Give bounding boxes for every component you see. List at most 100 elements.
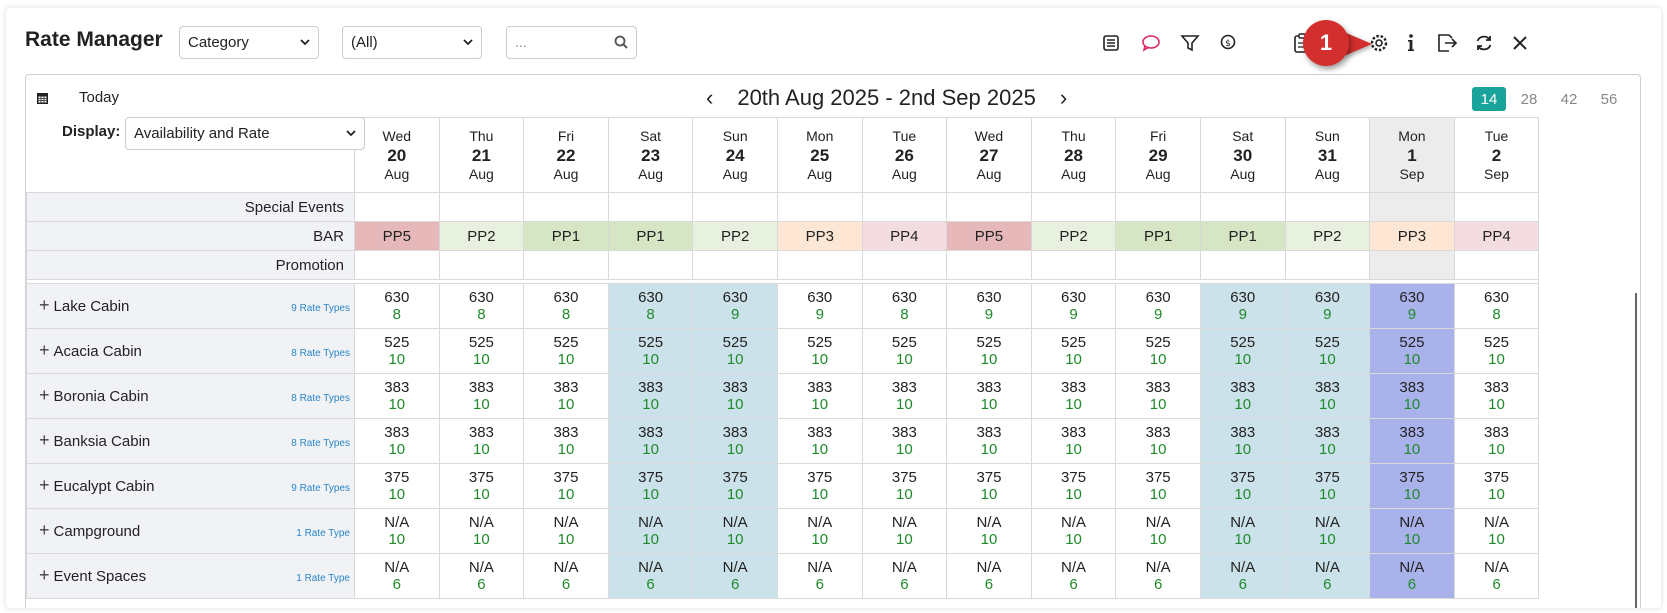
special-events-row-cell[interactable]: [354, 192, 440, 222]
rate-cell[interactable]: 630 9: [776, 283, 863, 329]
rate-cell[interactable]: 383 10: [1030, 418, 1117, 464]
rate-cell[interactable]: 383 10: [692, 418, 778, 464]
rate-cell[interactable]: N/A 6: [1199, 553, 1286, 599]
bar-code-cell[interactable]: PP4: [1453, 221, 1540, 251]
rate-cell[interactable]: 383 10: [438, 373, 525, 419]
promotion-row-cell[interactable]: [1199, 250, 1286, 280]
rate-cell[interactable]: N/A 6: [438, 553, 525, 599]
rate-cell[interactable]: N/A 10: [1030, 508, 1117, 554]
rate-cell[interactable]: 383 10: [1284, 373, 1371, 419]
rate-cell[interactable]: 525 10: [1115, 328, 1201, 374]
rate-cell[interactable]: 383 10: [776, 418, 863, 464]
rate-cell[interactable]: 525 10: [1030, 328, 1117, 374]
promotion-row-cell[interactable]: [354, 250, 440, 280]
date-header[interactable]: Mon 25 Aug: [776, 117, 863, 193]
rate-cell[interactable]: 383 10: [1030, 373, 1117, 419]
rate-cell[interactable]: N/A 10: [776, 508, 863, 554]
rate-cell[interactable]: 630 9: [1199, 283, 1286, 329]
promotion-row-cell[interactable]: [1115, 250, 1201, 280]
date-header[interactable]: Thu 21 Aug: [438, 117, 525, 193]
rate-cell[interactable]: 375 10: [946, 463, 1032, 509]
promotion-row-cell[interactable]: [1453, 250, 1540, 280]
filter-icon[interactable]: [1177, 30, 1203, 56]
promotion-row-cell[interactable]: [607, 250, 694, 280]
rate-cell[interactable]: 630 8: [523, 283, 609, 329]
rate-cell[interactable]: 383 10: [438, 418, 525, 464]
special-events-row-cell[interactable]: [607, 192, 694, 222]
rate-cell[interactable]: N/A 10: [1115, 508, 1201, 554]
rate-cell[interactable]: 375 10: [438, 463, 525, 509]
rate-cell[interactable]: 383 10: [354, 418, 440, 464]
rate-cell[interactable]: 630 8: [861, 283, 948, 329]
bar-code-cell[interactable]: PP4: [861, 221, 948, 251]
bar-code-cell[interactable]: PP2: [1284, 221, 1371, 251]
date-header[interactable]: Wed 27 Aug: [946, 117, 1032, 193]
rate-cell[interactable]: 383 10: [776, 373, 863, 419]
date-header[interactable]: Sun 24 Aug: [692, 117, 778, 193]
rate-cell[interactable]: N/A 6: [692, 553, 778, 599]
rate-cell[interactable]: 383 10: [607, 418, 694, 464]
rate-cell[interactable]: 630 9: [946, 283, 1032, 329]
rate-cell[interactable]: 375 10: [354, 463, 440, 509]
rate-cell[interactable]: 630 8: [1453, 283, 1540, 329]
rate-cell[interactable]: 383 10: [946, 373, 1032, 419]
expand-icon[interactable]: +: [39, 385, 50, 405]
today-button[interactable]: Today: [79, 89, 120, 106]
rate-cell[interactable]: 383 10: [1453, 418, 1540, 464]
rate-cell[interactable]: N/A 6: [607, 553, 694, 599]
gear-icon[interactable]: [1366, 30, 1392, 56]
rate-cell[interactable]: 383 10: [861, 373, 948, 419]
rate-cell[interactable]: 525 10: [1284, 328, 1371, 374]
date-header[interactable]: Thu 28 Aug: [1030, 117, 1117, 193]
rate-cell[interactable]: 383 10: [1453, 373, 1540, 419]
search-icon[interactable]: [614, 35, 628, 49]
rate-cell[interactable]: 375 10: [1369, 463, 1455, 509]
bar-code-cell[interactable]: PP2: [438, 221, 525, 251]
calendar-icon[interactable]: [36, 91, 49, 105]
refresh-icon[interactable]: [1471, 30, 1497, 56]
rate-cell[interactable]: 630 9: [1115, 283, 1201, 329]
rate-cell[interactable]: 383 10: [1199, 373, 1286, 419]
money-icon[interactable]: $: [1216, 30, 1242, 56]
rate-types-link[interactable]: 8 Rate Types: [291, 393, 350, 404]
special-events-row-cell[interactable]: [861, 192, 948, 222]
list-icon[interactable]: [1098, 30, 1124, 56]
rate-cell[interactable]: 375 10: [692, 463, 778, 509]
rate-cell[interactable]: 525 10: [946, 328, 1032, 374]
expand-icon[interactable]: +: [39, 295, 50, 315]
rate-cell[interactable]: N/A 10: [1284, 508, 1371, 554]
rate-cell[interactable]: N/A 6: [946, 553, 1032, 599]
date-header[interactable]: Fri 29 Aug: [1115, 117, 1201, 193]
rate-cell[interactable]: 525 10: [354, 328, 440, 374]
promotion-row-cell[interactable]: [523, 250, 609, 280]
date-header[interactable]: Fri 22 Aug: [523, 117, 609, 193]
rate-types-link[interactable]: 1 Rate Type: [296, 573, 350, 584]
rate-cell[interactable]: N/A 6: [861, 553, 948, 599]
rate-cell[interactable]: 630 9: [692, 283, 778, 329]
rate-cell[interactable]: 375 10: [1284, 463, 1371, 509]
promotion-row-cell[interactable]: [1030, 250, 1117, 280]
bar-code-cell[interactable]: PP1: [1199, 221, 1286, 251]
rate-cell[interactable]: N/A 6: [776, 553, 863, 599]
bar-code-cell[interactable]: PP1: [607, 221, 694, 251]
rate-types-link[interactable]: 9 Rate Types: [291, 483, 350, 494]
rate-cell[interactable]: 383 10: [1284, 418, 1371, 464]
promotion-row-cell[interactable]: [692, 250, 778, 280]
rate-cell[interactable]: 630 9: [1284, 283, 1371, 329]
special-events-row-cell[interactable]: [1284, 192, 1371, 222]
chat-icon[interactable]: [1138, 30, 1164, 56]
date-header[interactable]: Tue 2 Sep: [1453, 117, 1540, 193]
rate-cell[interactable]: 525 10: [692, 328, 778, 374]
special-events-row-cell[interactable]: [1199, 192, 1286, 222]
rate-cell[interactable]: 525 10: [523, 328, 609, 374]
special-events-row-cell[interactable]: [438, 192, 525, 222]
rate-cell[interactable]: 525 10: [1453, 328, 1540, 374]
special-events-row-cell[interactable]: [946, 192, 1032, 222]
date-header[interactable]: Sun 31 Aug: [1284, 117, 1371, 193]
rate-types-link[interactable]: 1 Rate Type: [296, 528, 350, 539]
expand-icon[interactable]: +: [39, 340, 50, 360]
rate-cell[interactable]: 630 9: [1030, 283, 1117, 329]
rate-types-link[interactable]: 8 Rate Types: [291, 438, 350, 449]
display-select[interactable]: Availability and Rate: [125, 117, 365, 150]
rate-cell[interactable]: 630 8: [438, 283, 525, 329]
